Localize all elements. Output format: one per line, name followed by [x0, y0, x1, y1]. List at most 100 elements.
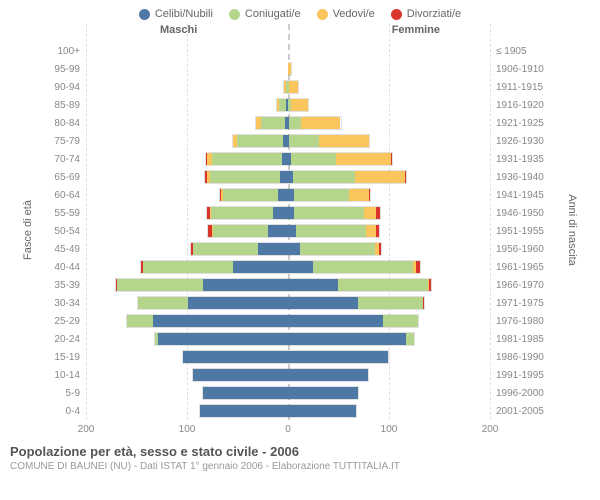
- bar-stack: [276, 98, 288, 112]
- male-half: [86, 168, 288, 186]
- year-label: 1941-1945: [490, 190, 550, 201]
- data-row: 35-391966-1970: [50, 276, 550, 294]
- bar-stack: [206, 206, 288, 220]
- year-label: 1951-1955: [490, 226, 550, 237]
- female-half: [288, 78, 490, 96]
- female-half: [288, 384, 490, 402]
- data-row: 15-191986-1990: [50, 348, 550, 366]
- legend-label: Coniugati/e: [245, 8, 301, 20]
- bar-segment: [376, 207, 380, 219]
- year-label: 1971-1975: [490, 298, 550, 309]
- bar-segment: [296, 225, 366, 237]
- bar-stack: [288, 242, 382, 256]
- male-half: [86, 312, 288, 330]
- bar-stack: [288, 260, 421, 274]
- bar-area: [86, 204, 490, 222]
- data-row: 65-691936-1940: [50, 168, 550, 186]
- year-label: 1921-1925: [490, 118, 550, 129]
- bar-area: [86, 276, 490, 294]
- age-label: 85-89: [50, 100, 86, 111]
- year-label: 1986-1990: [490, 352, 550, 363]
- year-label: 1956-1960: [490, 244, 550, 255]
- x-ticks: 2001000100200: [86, 424, 490, 438]
- data-row: 60-641941-1945: [50, 186, 550, 204]
- x-tick: 100: [381, 424, 398, 435]
- female-half: [288, 114, 490, 132]
- bar-segment: [364, 207, 376, 219]
- bar-stack: [288, 170, 407, 184]
- bar-stack: [207, 224, 288, 238]
- bar-stack: [202, 386, 288, 400]
- age-label: 25-29: [50, 316, 86, 327]
- age-label: 65-69: [50, 172, 86, 183]
- bar-segment: [429, 279, 431, 291]
- male-half: [86, 384, 288, 402]
- bar-segment: [158, 333, 288, 345]
- bar-segment: [278, 189, 288, 201]
- data-row: 5-91996-2000: [50, 384, 550, 402]
- year-label: 1966-1970: [490, 280, 550, 291]
- bar-segment: [355, 171, 405, 183]
- footer-title: Popolazione per età, sesso e stato civil…: [10, 444, 590, 459]
- legend-item: Divorziati/e: [391, 8, 461, 20]
- bar-stack: [288, 368, 369, 382]
- age-label: 70-74: [50, 154, 86, 165]
- data-row: 90-941911-1915: [50, 78, 550, 96]
- bar-stack: [190, 242, 288, 256]
- year-label: ≤ 1905: [490, 46, 550, 57]
- bar-segment: [294, 189, 349, 201]
- bar-area: [86, 258, 490, 276]
- bar-segment: [183, 351, 288, 363]
- footer-subtitle: COMUNE DI BAUNEI (NU) - Dati ISTAT 1° ge…: [10, 461, 590, 472]
- male-half: [86, 294, 288, 312]
- bar-segment: [336, 153, 391, 165]
- bar-area: [86, 312, 490, 330]
- male-half: [86, 60, 288, 78]
- data-row: 0-42001-2005: [50, 402, 550, 420]
- age-label: 45-49: [50, 244, 86, 255]
- age-label: 55-59: [50, 208, 86, 219]
- female-half: [288, 258, 490, 276]
- bar-area: [86, 78, 490, 96]
- legend-swatch: [139, 9, 150, 20]
- data-row: 95-991906-1910: [50, 60, 550, 78]
- bar-stack: [204, 170, 288, 184]
- bar-segment: [288, 387, 358, 399]
- year-label: 1911-1915: [490, 82, 550, 93]
- bar-segment: [383, 315, 418, 327]
- bar-segment: [203, 387, 288, 399]
- data-row: 40-441961-1965: [50, 258, 550, 276]
- bar-segment: [313, 261, 413, 273]
- bar-segment: [138, 297, 188, 309]
- bar-area: [86, 348, 490, 366]
- bar-segment: [288, 369, 368, 381]
- data-row: 80-841921-1925: [50, 114, 550, 132]
- bar-segment: [258, 243, 288, 255]
- legend-swatch: [229, 9, 240, 20]
- year-label: 1976-1980: [490, 316, 550, 327]
- year-label: 1991-1995: [490, 370, 550, 381]
- bar-stack: [137, 296, 289, 310]
- bar-stack: [288, 332, 415, 346]
- bar-segment: [203, 279, 288, 291]
- data-row: 30-341971-1975: [50, 294, 550, 312]
- male-half: [86, 150, 288, 168]
- female-half: [288, 348, 490, 366]
- male-half: [86, 204, 288, 222]
- bar-segment: [223, 189, 278, 201]
- year-label: 1946-1950: [490, 208, 550, 219]
- bar-area: [86, 240, 490, 258]
- bar-segment: [358, 297, 423, 309]
- x-tick: 0: [285, 424, 291, 435]
- female-half: [288, 168, 490, 186]
- age-label: 75-79: [50, 136, 86, 147]
- female-half: [288, 330, 490, 348]
- bar-area: [86, 96, 490, 114]
- bar-segment: [319, 135, 369, 147]
- bar-stack: [182, 350, 288, 364]
- bar-segment: [210, 171, 280, 183]
- bar-segment: [423, 297, 424, 309]
- bar-area: [86, 132, 490, 150]
- male-half: [86, 222, 288, 240]
- bar-area: [86, 222, 490, 240]
